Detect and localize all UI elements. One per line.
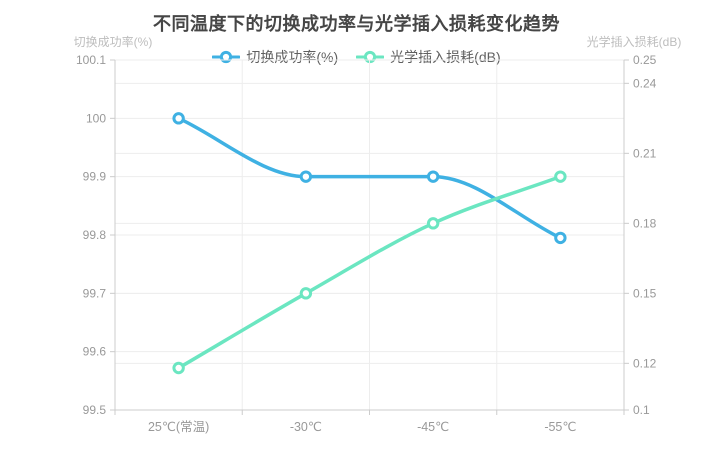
left-axis-title: 切换成功率(%) bbox=[73, 35, 153, 49]
left-axis-tick-label: 99.6 bbox=[83, 345, 107, 359]
left-axis-tick-label: 99.5 bbox=[83, 403, 107, 417]
chart-title: 不同温度下的切换成功率与光学插入损耗变化趋势 bbox=[153, 14, 560, 34]
left-axis-tick-label: 99.8 bbox=[83, 228, 107, 242]
legend-line-marker-icon bbox=[212, 50, 241, 64]
right-axis-tick-label: 0.24 bbox=[633, 76, 657, 90]
data-point-marker-icon[interactable] bbox=[426, 170, 440, 183]
legend: 切换成功率(%) 光学插入损耗(dB) bbox=[0, 49, 713, 65]
series-line-right bbox=[176, 174, 563, 370]
data-point-marker-icon[interactable] bbox=[299, 287, 313, 300]
data-point-marker-icon[interactable] bbox=[426, 217, 440, 230]
data-point-marker-icon[interactable] bbox=[554, 170, 567, 183]
left-axis-tick-label: 100.1 bbox=[76, 53, 106, 67]
right-axis-tick-label: 0.25 bbox=[633, 53, 657, 67]
left-axis-tick-label: 99.9 bbox=[83, 170, 107, 184]
legend-item-insertion-loss[interactable]: 光学插入损耗(dB) bbox=[356, 49, 501, 65]
right-axis-tick-label: 0.18 bbox=[633, 216, 657, 230]
data-point-marker-icon[interactable] bbox=[299, 170, 313, 183]
right-axis-tick-label: 0.21 bbox=[633, 146, 657, 160]
x-axis-category-label: -55℃ bbox=[544, 420, 576, 434]
legend-line-marker-icon bbox=[356, 50, 385, 64]
legend-label-insertion-loss: 光学插入损耗(dB) bbox=[390, 49, 501, 65]
left-axis-tick-label: 99.7 bbox=[83, 286, 107, 300]
legend-item-success-rate[interactable]: 切换成功率(%) bbox=[212, 49, 338, 65]
x-axis-category-label: -45℃ bbox=[417, 420, 449, 434]
series-line-left bbox=[176, 116, 563, 240]
data-point-marker-icon[interactable] bbox=[172, 361, 185, 375]
left-axis-tick-label: 100 bbox=[86, 111, 106, 125]
x-axis-category-label: -30℃ bbox=[290, 420, 322, 434]
right-axis-title: 光学插入损耗(dB) bbox=[586, 35, 682, 49]
right-axis-tick-label: 0.1 bbox=[633, 403, 650, 417]
data-point-marker-icon[interactable] bbox=[172, 112, 185, 125]
right-axis-tick-label: 0.12 bbox=[633, 356, 657, 370]
data-point-marker-icon[interactable] bbox=[554, 231, 567, 245]
legend-label-success-rate: 切换成功率(%) bbox=[246, 49, 339, 65]
x-axis-category-label: 25℃(常温) bbox=[148, 420, 209, 434]
right-axis-tick-label: 0.15 bbox=[633, 286, 657, 300]
